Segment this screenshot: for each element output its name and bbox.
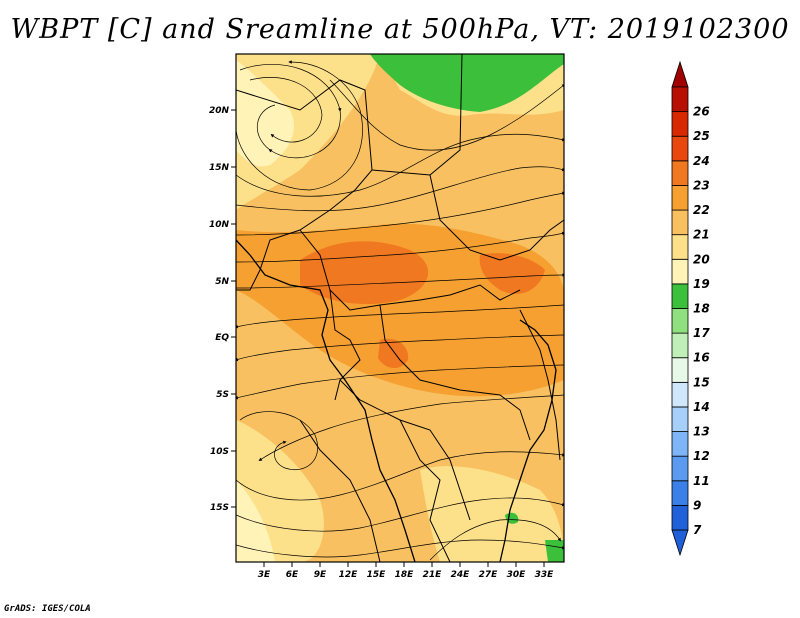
colorbar-segment — [671, 406, 689, 432]
lon-label-6e: 6E — [286, 570, 299, 580]
country-borders — [236, 54, 564, 562]
lon-label-12e: 12E — [339, 570, 359, 580]
colorbar-label: 14 — [693, 400, 710, 414]
colorbar-label: 21 — [693, 228, 710, 242]
colorbar-segment — [671, 258, 689, 285]
colorbar-segment — [671, 86, 689, 113]
lon-label-33e: 33E — [535, 570, 555, 580]
lat-label-20n: 20N — [209, 106, 230, 116]
colorbar-label: 7 — [693, 523, 702, 537]
lon-label-3e: 3E — [258, 570, 271, 580]
colorbar-segment — [671, 209, 689, 236]
colorbar-segment — [671, 480, 689, 506]
colorbar: 7 9 11 12 13 14 15 16 17 18 19 20 21 22 23 24 25 26 — [671, 60, 710, 557]
colorbar-label: 13 — [693, 425, 710, 439]
lon-label-21e: 21E — [423, 570, 443, 580]
lat-axis: 20N 15N 10N 5N EQ 5S 10S 15S — [209, 106, 236, 513]
colorbar-segment — [671, 455, 689, 482]
colorbar-label: 24 — [693, 154, 710, 168]
lon-label-18e: 18E — [395, 570, 415, 580]
grads-credit: GrADS: IGES/COLA — [4, 604, 91, 614]
colorbar-segment — [671, 185, 689, 211]
colorbar-label: 26 — [693, 105, 710, 119]
colorbar-label: 11 — [693, 474, 710, 488]
lon-label-27e: 27E — [479, 570, 499, 580]
map-title: WBPT [C] and Sreamline at 500hPa, VT: 20… — [10, 14, 790, 45]
lat-label-10n: 10N — [209, 220, 230, 230]
colorbar-segment — [671, 308, 689, 334]
colorbar-segment — [671, 111, 689, 137]
colorbar-segment — [671, 332, 689, 359]
lon-label-30e: 30E — [507, 570, 527, 580]
colorbar-label: 17 — [693, 326, 710, 340]
map-frame — [235, 53, 565, 563]
streamlines — [236, 60, 564, 561]
lon-label-24e: 24E — [451, 570, 471, 580]
colorbar-label: 15 — [693, 375, 710, 389]
lat-label-5s: 5S — [216, 390, 229, 400]
colorbar-label: 25 — [693, 129, 710, 143]
lat-label-10s: 10S — [210, 447, 229, 457]
colorbar-segment — [671, 234, 689, 260]
colorbar-label: 16 — [693, 351, 710, 365]
lat-label-15s: 15S — [210, 503, 229, 513]
colorbar-min-arrow — [671, 529, 689, 557]
colorbar-label: 20 — [693, 252, 710, 266]
colorbar-segment — [671, 431, 689, 457]
lon-label-9e: 9E — [314, 570, 327, 580]
colorbar-max-arrow — [671, 60, 689, 88]
colorbar-label: 23 — [693, 178, 710, 192]
lon-label-15e: 15E — [367, 570, 387, 580]
lat-label-5n: 5N — [215, 277, 229, 287]
colorbar-segment — [671, 504, 689, 531]
lat-label-15n: 15N — [209, 163, 230, 173]
lon-axis: 3E 6E 9E 12E 15E 18E 21E 24E 27E 30E 33E — [258, 562, 554, 580]
colorbar-segment — [671, 381, 689, 408]
colorbar-label: 12 — [693, 449, 710, 463]
colorbar-segment — [671, 357, 689, 383]
colorbar-segment — [671, 135, 689, 162]
lat-label-eq: EQ — [215, 333, 229, 343]
colorbar-label: 22 — [693, 203, 710, 217]
colorbar-segment — [671, 283, 689, 309]
colorbar-segment — [671, 160, 689, 186]
colorbar-label: 9 — [693, 498, 701, 512]
colorbar-label: 19 — [693, 277, 710, 291]
colorbar-label: 18 — [693, 302, 710, 316]
